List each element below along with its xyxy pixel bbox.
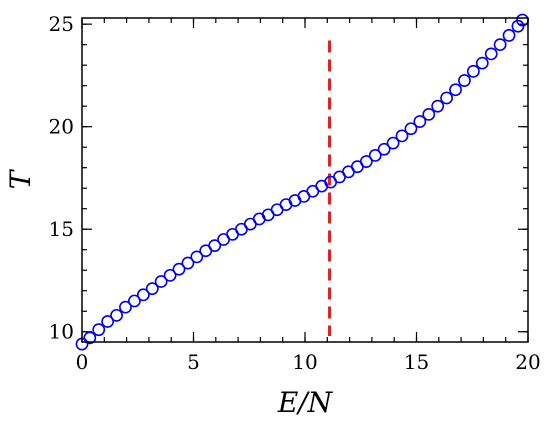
x-tick-label: 20 xyxy=(515,350,540,374)
x-tick-labels: 0 5 10 15 20 xyxy=(76,350,541,374)
x-tick-label: 10 xyxy=(292,350,317,374)
data-point xyxy=(208,239,222,253)
data-point xyxy=(163,268,177,282)
data-point xyxy=(190,250,204,264)
data-point xyxy=(466,64,480,78)
data-point xyxy=(395,129,409,143)
data-point xyxy=(475,56,489,70)
data-point xyxy=(404,122,418,136)
data-point xyxy=(502,29,516,42)
x-tick-label: 0 xyxy=(76,350,89,374)
y-tick-label: 20 xyxy=(49,115,74,139)
data-point xyxy=(431,99,445,113)
data-point xyxy=(181,256,195,270)
plot-frame xyxy=(81,17,529,343)
y-tick-label: 25 xyxy=(49,12,74,36)
x-tick-label: 15 xyxy=(404,350,429,374)
y-tick-label: 15 xyxy=(49,217,74,241)
data-point xyxy=(145,282,159,296)
x-tick-label: 5 xyxy=(187,350,200,374)
data-point xyxy=(154,275,168,288)
data-point xyxy=(359,155,373,168)
data-point xyxy=(377,142,391,156)
data-point xyxy=(128,294,141,308)
data-point xyxy=(484,47,498,61)
data-point xyxy=(413,115,427,128)
data-point xyxy=(119,300,132,314)
y-tick-label: 10 xyxy=(49,320,74,344)
data-point xyxy=(101,315,115,328)
data-point xyxy=(110,308,123,322)
data-point xyxy=(172,262,186,276)
y-tick-labels: 10 15 20 25 xyxy=(49,12,74,344)
data-point xyxy=(440,91,454,105)
y-axis-label: T xyxy=(4,168,37,189)
data-point xyxy=(92,323,106,337)
x-axis-label: E/N xyxy=(277,386,334,419)
data-point xyxy=(422,107,436,121)
data-point xyxy=(386,136,400,150)
data-point xyxy=(449,83,462,97)
data-point xyxy=(458,74,471,87)
data-point xyxy=(83,331,97,345)
data-point xyxy=(493,38,507,52)
data-points xyxy=(75,13,529,351)
data-point xyxy=(368,148,382,162)
data-point xyxy=(136,288,150,302)
